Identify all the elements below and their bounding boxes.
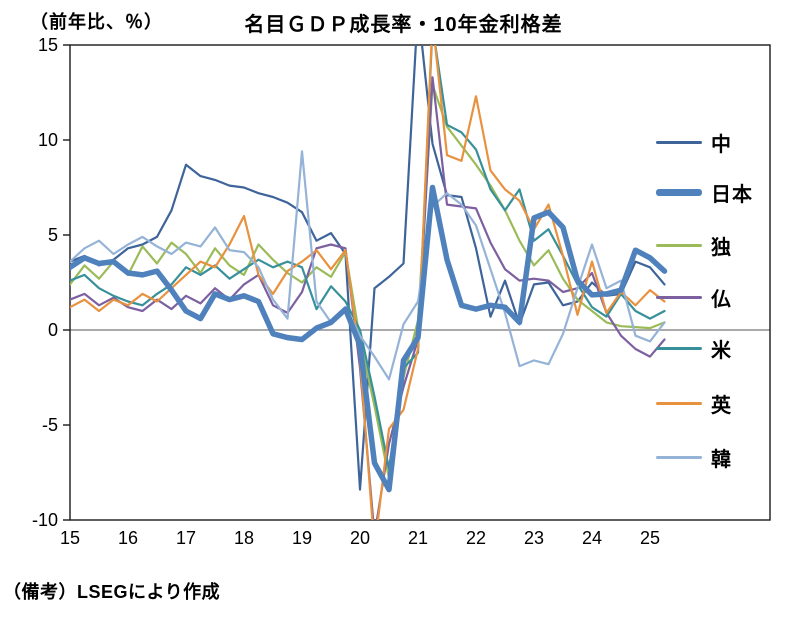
x-tick-label: 16 xyxy=(117,528,139,548)
y-tick-label: 5 xyxy=(47,225,58,245)
x-tick-label: 23 xyxy=(523,528,545,548)
x-tick-label: 15 xyxy=(59,528,81,548)
x-tick-label: 21 xyxy=(407,528,429,548)
x-tick-label: 25 xyxy=(639,528,661,548)
legend-line-sample xyxy=(656,140,702,144)
legend-label: 韓 xyxy=(711,448,732,471)
legend-item-日本: 日本 xyxy=(656,177,753,207)
legend-label: 仏 xyxy=(711,288,732,311)
y-tick-label: -10 xyxy=(31,510,58,530)
y-tick-label: 10 xyxy=(37,130,58,150)
legend-label: 英 xyxy=(711,394,732,417)
y-tick-label: 0 xyxy=(47,320,58,340)
legend-line-sample xyxy=(656,401,702,405)
x-tick-label: 19 xyxy=(291,528,313,548)
legend-line-sample xyxy=(656,455,702,459)
legend-label: 日本 xyxy=(711,183,753,206)
legend-line-sample xyxy=(656,346,702,350)
legend-item-英: 英 xyxy=(656,388,732,418)
legend-item-仏: 仏 xyxy=(656,282,732,312)
series-line-独 xyxy=(70,83,666,480)
legend-line-sample xyxy=(656,243,702,247)
legend-item-独: 独 xyxy=(656,230,732,260)
series-line-英 xyxy=(70,45,666,520)
x-tick-label: 20 xyxy=(349,528,371,548)
legend-label: 独 xyxy=(711,236,732,259)
legend-item-米: 米 xyxy=(656,333,732,363)
series-line-韓 xyxy=(70,150,666,381)
chart-title: 名目ＧＤＰ成長率・10年金利格差 xyxy=(244,14,563,36)
series-line-日本 xyxy=(70,184,668,493)
legend-item-韓: 韓 xyxy=(656,442,732,472)
y-tick-label: 15 xyxy=(37,35,58,55)
x-tick-label: 17 xyxy=(175,528,197,548)
x-tick-label: 18 xyxy=(233,528,255,548)
x-tick-label: 24 xyxy=(581,528,603,548)
y-tick-label: -5 xyxy=(41,415,58,435)
legend-line-sample xyxy=(656,188,702,196)
y-axis-unit-note: （前年比、％） xyxy=(30,12,163,32)
legend-label: 中 xyxy=(711,133,732,156)
series-lines xyxy=(70,45,668,520)
plot-border xyxy=(69,44,771,521)
legend-line-sample xyxy=(656,295,702,299)
x-tick-label: 22 xyxy=(465,528,487,548)
source-note: （備考）LSEGにより作成 xyxy=(3,582,221,602)
legend-label: 米 xyxy=(711,339,732,362)
legend-item-中: 中 xyxy=(656,127,732,157)
